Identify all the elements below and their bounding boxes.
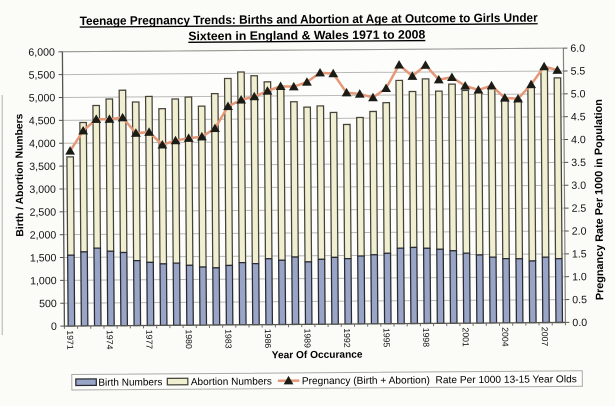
svg-text:Pregnancy Rate Per 1000 in Pop: Pregnancy Rate Per 1000 in Population xyxy=(593,99,606,300)
svg-text:2,000: 2,000 xyxy=(30,229,57,241)
svg-text:Teenage Pregnancy Trends: Birt: Teenage Pregnancy Trends: Births and Abo… xyxy=(80,11,538,28)
svg-text:1995: 1995 xyxy=(382,328,392,348)
svg-text:2001: 2001 xyxy=(461,327,471,347)
svg-text:2.5: 2.5 xyxy=(572,203,587,215)
svg-text:1986: 1986 xyxy=(263,329,273,349)
svg-text:5.5: 5.5 xyxy=(571,66,586,78)
svg-text:0.0: 0.0 xyxy=(572,317,587,329)
svg-text:1977: 1977 xyxy=(144,330,154,350)
svg-text:3.5: 3.5 xyxy=(571,157,586,169)
svg-text:1.0: 1.0 xyxy=(572,271,587,283)
svg-text:Birth / Abortion Numbers: Birth / Abortion Numbers xyxy=(14,113,26,236)
svg-text:1992: 1992 xyxy=(342,328,352,348)
svg-text:3.0: 3.0 xyxy=(571,180,586,192)
svg-text:5,500: 5,500 xyxy=(29,69,56,81)
svg-text:1,000: 1,000 xyxy=(30,275,57,287)
svg-text:4.0: 4.0 xyxy=(571,134,586,146)
svg-text:1983: 1983 xyxy=(223,329,233,349)
svg-text:Year Of Occurance: Year Of Occurance xyxy=(272,350,363,362)
svg-text:1,500: 1,500 xyxy=(30,252,57,264)
svg-text:6.0: 6.0 xyxy=(570,43,585,55)
svg-text:500: 500 xyxy=(39,298,57,310)
svg-text:3,500: 3,500 xyxy=(29,161,56,173)
svg-text:4,000: 4,000 xyxy=(29,138,56,150)
svg-text:3,000: 3,000 xyxy=(29,184,56,196)
svg-text:2007: 2007 xyxy=(540,327,550,347)
svg-text:1989: 1989 xyxy=(302,329,312,349)
svg-text:1998: 1998 xyxy=(421,328,431,348)
svg-text:5,000: 5,000 xyxy=(29,92,56,104)
svg-text:Birth Numbers: Birth Numbers xyxy=(98,377,162,388)
svg-text:Abortion Numbers: Abortion Numbers xyxy=(191,376,272,388)
svg-text:6,000: 6,000 xyxy=(28,47,55,59)
svg-text:0.5: 0.5 xyxy=(572,294,587,306)
svg-text:1980: 1980 xyxy=(184,329,194,349)
svg-text:2004: 2004 xyxy=(500,327,510,347)
svg-text:2,500: 2,500 xyxy=(30,207,57,219)
svg-text:1974: 1974 xyxy=(105,330,115,350)
svg-text:4,500: 4,500 xyxy=(29,115,56,127)
svg-text:5.0: 5.0 xyxy=(571,88,586,100)
svg-text:1.5: 1.5 xyxy=(572,248,587,260)
svg-text:Pregnancy (Birth + Abortion): Pregnancy (Birth + Abortion) Rate Per 10… xyxy=(302,374,577,387)
svg-text:2.0: 2.0 xyxy=(572,226,587,238)
svg-text:0: 0 xyxy=(51,321,57,333)
svg-text:1971: 1971 xyxy=(65,330,75,350)
svg-text:Sixteen in England & Wales 197: Sixteen in England & Wales 1971 to 2008 xyxy=(188,27,425,43)
svg-text:4.5: 4.5 xyxy=(571,111,586,123)
